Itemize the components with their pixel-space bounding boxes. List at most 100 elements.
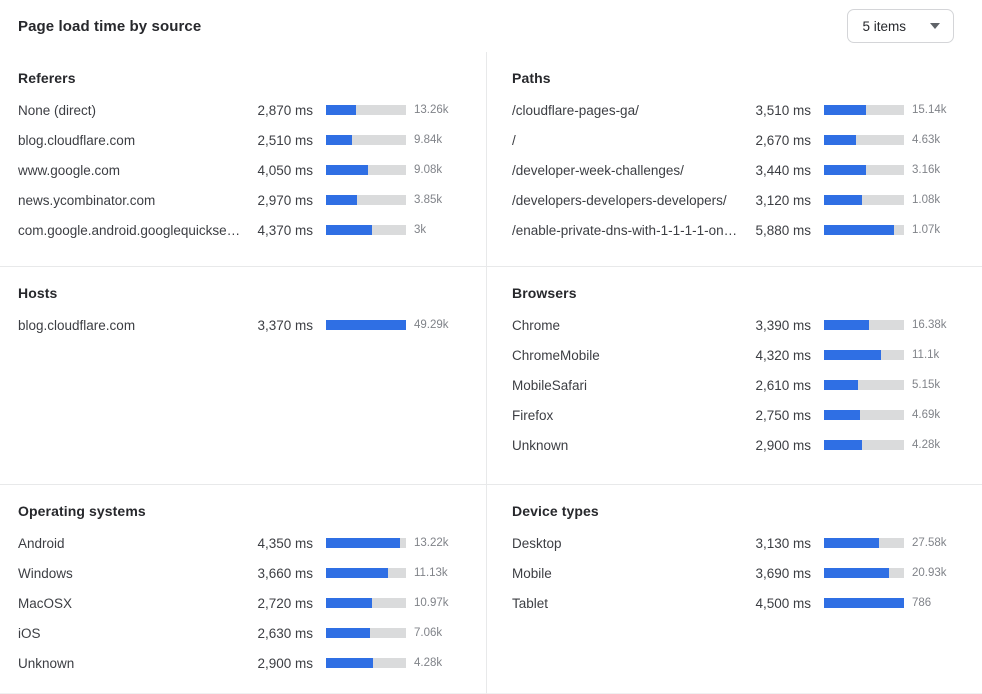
bar-fill [326, 225, 373, 235]
items-count-label: 5 items [862, 18, 906, 34]
bar-fill [824, 380, 859, 390]
load-time-bar [326, 598, 406, 608]
row-load-time: 2,630 ms [257, 625, 313, 641]
row-load-time: 3,370 ms [257, 317, 313, 333]
metric-row[interactable]: Windows 3,660 ms 11.13k [18, 558, 470, 588]
row-count: 3.16k [912, 164, 941, 176]
load-time-bar [824, 440, 904, 450]
load-time-bar [824, 225, 904, 235]
load-time-bar [824, 568, 904, 578]
metric-row[interactable]: /developers-developers-developers/ 3,120… [512, 185, 968, 215]
panel-operating-systems: Operating systems Android 4,350 ms 13.22… [0, 485, 486, 694]
dashboard-header: Page load time by source 5 items [0, 0, 982, 52]
metric-row[interactable]: blog.cloudflare.com 3,370 ms 49.29k [18, 310, 470, 340]
bar-fill [326, 628, 370, 638]
row-load-time: 2,720 ms [257, 595, 313, 611]
row-label: www.google.com [18, 162, 121, 178]
row-load-time: 2,670 ms [755, 132, 811, 148]
row-load-time: 2,510 ms [257, 132, 313, 148]
chevron-down-icon [930, 23, 940, 29]
metric-row[interactable]: / 2,670 ms 4.63k [512, 125, 968, 155]
metric-row[interactable]: MacOSX 2,720 ms 10.97k [18, 588, 470, 618]
row-count: 3k [414, 224, 427, 236]
load-time-bar [824, 195, 904, 205]
metric-row[interactable]: Mobile 3,690 ms 20.93k [512, 558, 968, 588]
row-load-time: 4,370 ms [257, 222, 313, 238]
row-label: None (direct) [18, 102, 97, 118]
row-count: 9.84k [414, 134, 443, 146]
row-count: 7.06k [414, 627, 443, 639]
metric-row[interactable]: Android 4,350 ms 13.22k [18, 528, 470, 558]
row-count: 4.28k [414, 657, 443, 669]
bar-fill [824, 598, 904, 608]
bar-fill [326, 538, 400, 548]
row-load-time: 3,440 ms [755, 162, 811, 178]
bar-fill [824, 350, 881, 360]
panel-rows: Android 4,350 ms 13.22k Windows 3,660 ms… [18, 528, 470, 678]
metric-row[interactable]: ChromeMobile 4,320 ms 11.1k [512, 340, 968, 370]
metric-row[interactable]: Chrome 3,390 ms 16.38k [512, 310, 968, 340]
metric-row[interactable]: news.ycombinator.com 2,970 ms 3.85k [18, 185, 470, 215]
load-time-bar [326, 195, 406, 205]
row-label: ChromeMobile [512, 347, 600, 363]
panel-title: Hosts [18, 285, 58, 301]
load-time-bar [326, 628, 406, 638]
row-count: 13.22k [414, 537, 449, 549]
panel-browsers: Browsers Chrome 3,390 ms 16.38k ChromeMo… [486, 267, 982, 485]
metric-row[interactable]: com.google.android.googlequicksearc… 4,3… [18, 215, 470, 245]
metric-row[interactable]: Desktop 3,130 ms 27.58k [512, 528, 968, 558]
metric-row[interactable]: Unknown 2,900 ms 4.28k [18, 648, 470, 678]
metric-row[interactable]: www.google.com 4,050 ms 9.08k [18, 155, 470, 185]
row-label: /cloudflare-pages-ga/ [512, 102, 639, 118]
panel-rows: /cloudflare-pages-ga/ 3,510 ms 15.14k / … [512, 95, 968, 245]
load-time-bar [326, 225, 406, 235]
panel-device-types: Device types Desktop 3,130 ms 27.58k Mob… [486, 485, 982, 694]
row-load-time: 2,970 ms [257, 192, 313, 208]
row-load-time: 3,130 ms [755, 535, 811, 551]
panel-paths: Paths /cloudflare-pages-ga/ 3,510 ms 15.… [486, 52, 982, 267]
row-label: Tablet [512, 595, 549, 611]
load-time-bar [824, 105, 904, 115]
metric-row[interactable]: /developer-week-challenges/ 3,440 ms 3.1… [512, 155, 968, 185]
row-load-time: 2,900 ms [755, 437, 811, 453]
load-time-bar [824, 135, 904, 145]
row-label: com.google.android.googlequicksearc… [18, 222, 243, 238]
load-time-bar [824, 598, 904, 608]
panel-rows: Desktop 3,130 ms 27.58k Mobile 3,690 ms … [512, 528, 968, 618]
row-label: Firefox [512, 407, 554, 423]
row-count: 3.85k [414, 194, 443, 206]
row-count: 4.69k [912, 409, 941, 421]
row-load-time: 3,660 ms [257, 565, 313, 581]
metric-row[interactable]: Tablet 4,500 ms 786 [512, 588, 968, 618]
bar-fill [824, 440, 863, 450]
row-load-time: 4,050 ms [257, 162, 313, 178]
metric-row[interactable]: /cloudflare-pages-ga/ 3,510 ms 15.14k [512, 95, 968, 125]
load-time-bar [326, 105, 406, 115]
metric-row[interactable]: Firefox 2,750 ms 4.69k [512, 400, 968, 430]
metric-row[interactable]: MobileSafari 2,610 ms 5.15k [512, 370, 968, 400]
bar-fill [824, 410, 860, 420]
row-label: iOS [18, 625, 41, 641]
page-title: Page load time by source [18, 17, 202, 35]
row-count: 16.38k [912, 319, 947, 331]
row-label: news.ycombinator.com [18, 192, 156, 208]
row-label: / [512, 132, 516, 148]
row-label: Android [18, 535, 65, 551]
panel-title: Referers [18, 70, 76, 86]
row-load-time: 3,120 ms [755, 192, 811, 208]
metric-row[interactable]: /enable-private-dns-with-1-1-1-1-on-… 5,… [512, 215, 968, 245]
bar-fill [326, 658, 374, 668]
row-label: Chrome [512, 317, 561, 333]
row-count: 27.58k [912, 537, 947, 549]
items-count-dropdown[interactable]: 5 items [847, 9, 954, 43]
load-time-bar [824, 380, 904, 390]
row-load-time: 3,690 ms [755, 565, 811, 581]
row-count: 4.63k [912, 134, 941, 146]
row-count: 20.93k [912, 567, 947, 579]
metric-row[interactable]: blog.cloudflare.com 2,510 ms 9.84k [18, 125, 470, 155]
metric-row[interactable]: iOS 2,630 ms 7.06k [18, 618, 470, 648]
metric-row[interactable]: None (direct) 2,870 ms 13.26k [18, 95, 470, 125]
load-time-bar [326, 320, 406, 330]
panel-rows: blog.cloudflare.com 3,370 ms 49.29k [18, 310, 470, 340]
metric-row[interactable]: Unknown 2,900 ms 4.28k [512, 430, 968, 460]
